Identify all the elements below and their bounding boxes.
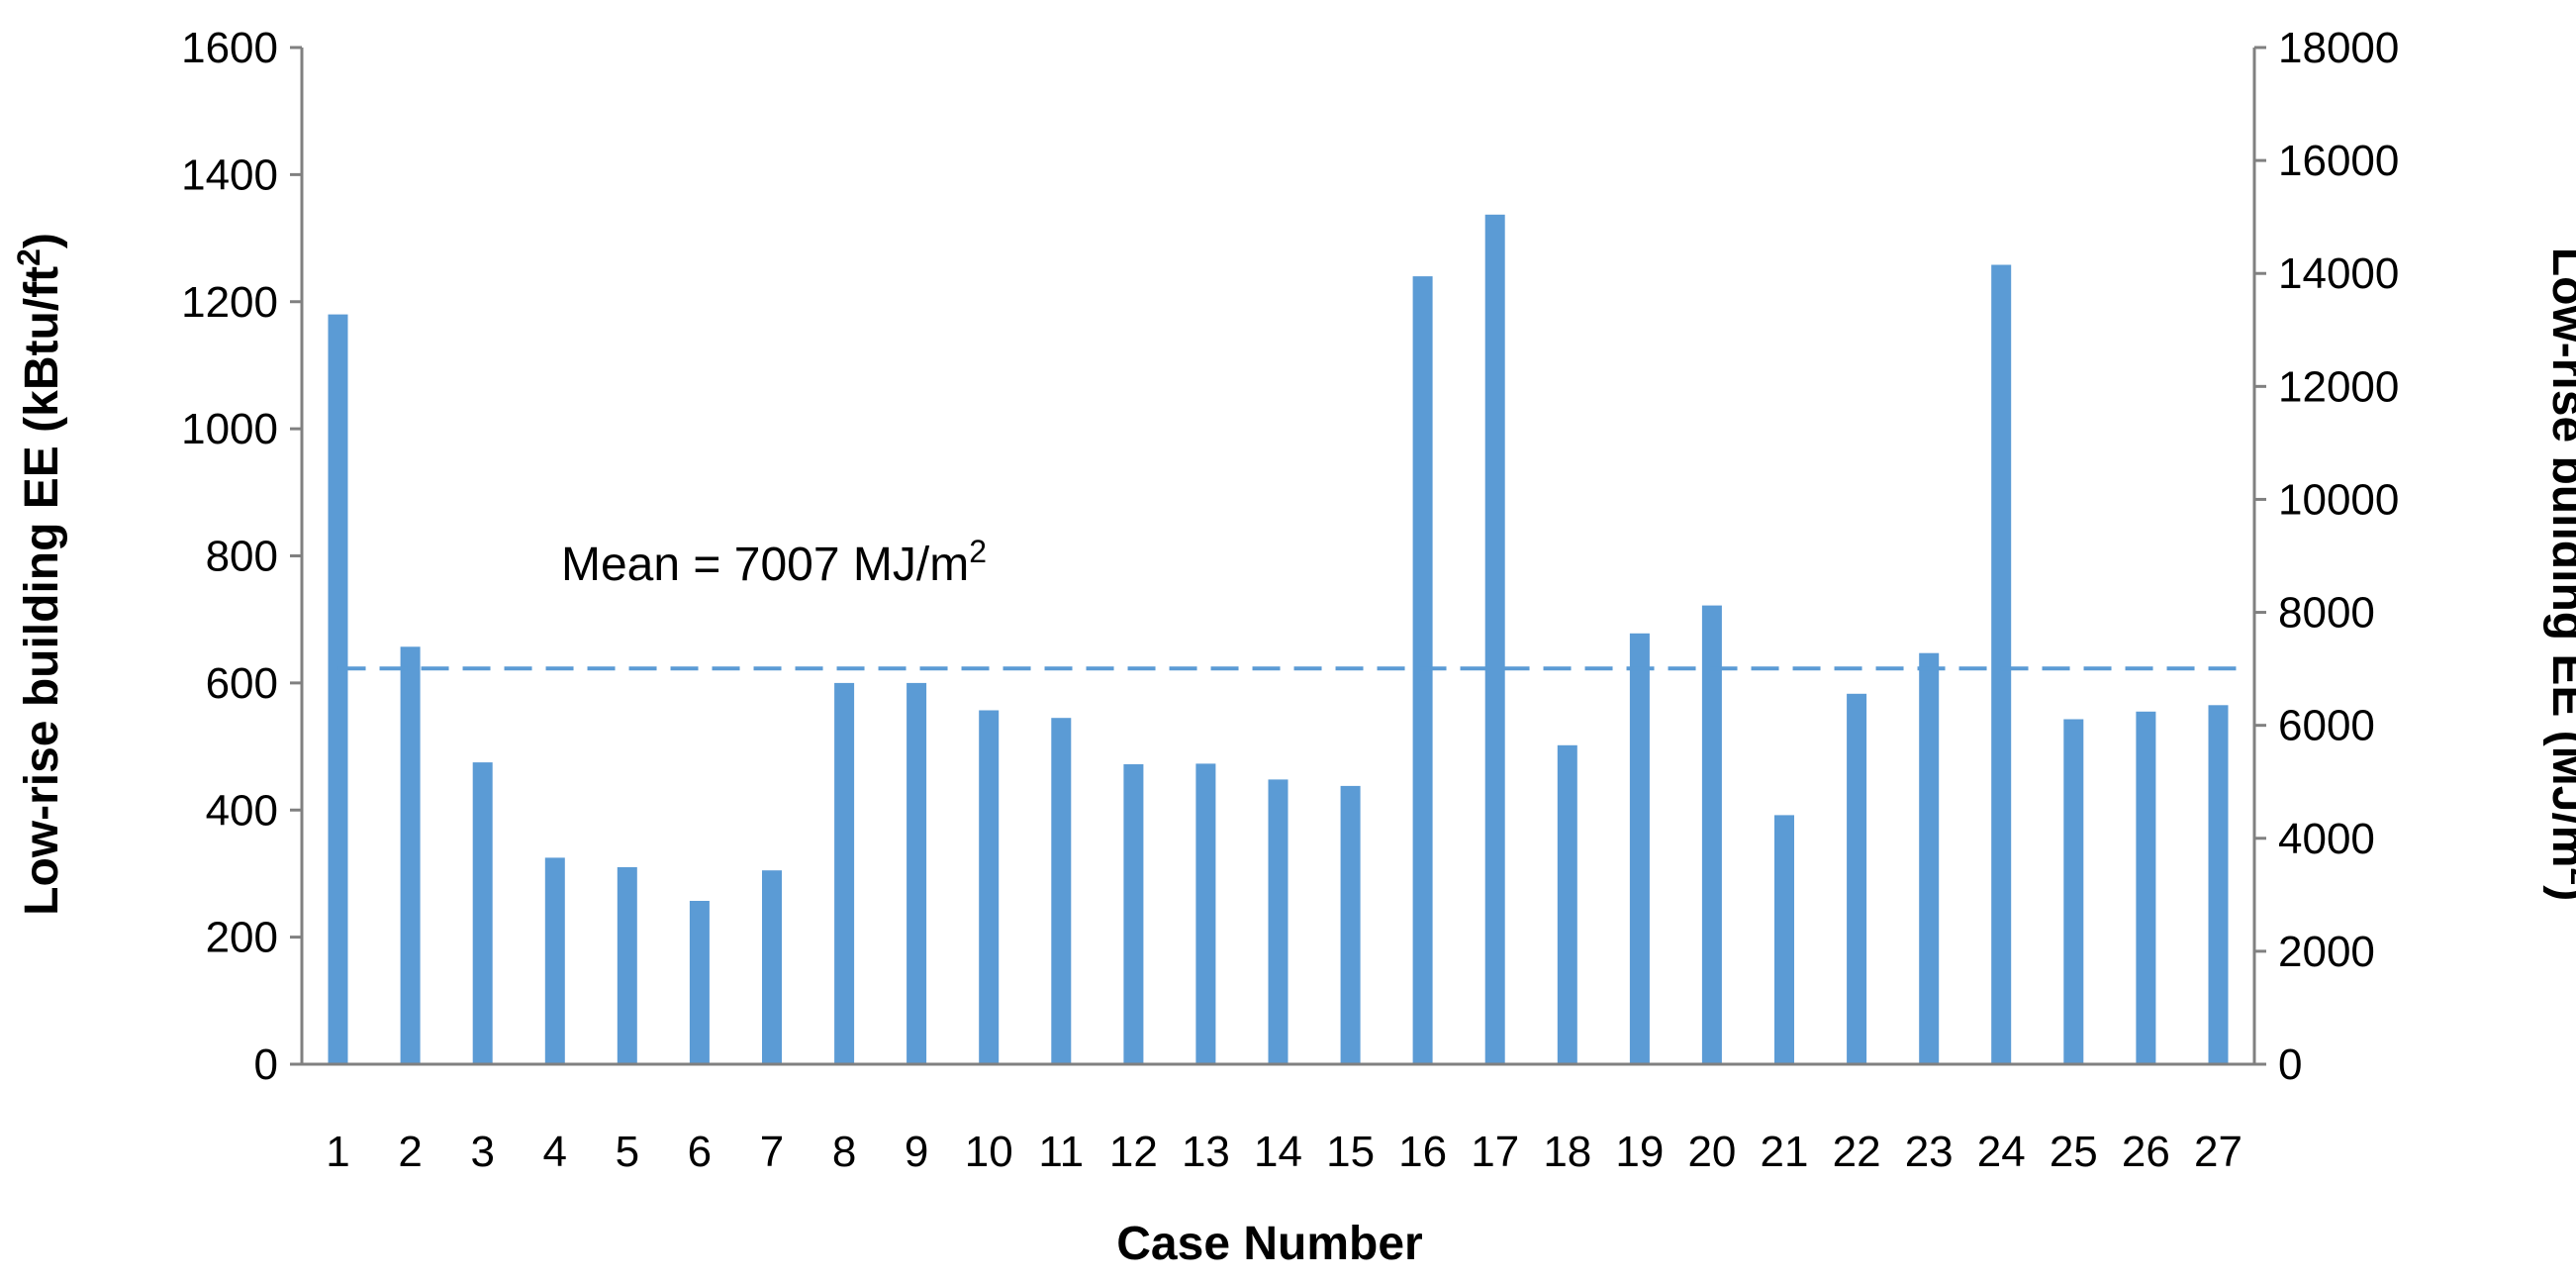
x-tick-label: 8 (832, 1128, 856, 1176)
right-tick-label: 14000 (2278, 249, 2399, 298)
x-tick-label: 22 (1833, 1128, 1881, 1176)
bar-case-25 (2063, 719, 2084, 1064)
x-tick-label: 2 (398, 1128, 422, 1176)
right-tick-label: 2000 (2278, 928, 2375, 976)
bar-case-21 (1774, 815, 1794, 1064)
bar-case-2 (400, 646, 421, 1064)
bar-case-23 (1919, 652, 1940, 1064)
right-tick-label: 8000 (2278, 589, 2375, 638)
bar-case-3 (472, 762, 493, 1064)
x-tick-label: 12 (1109, 1128, 1158, 1176)
bar-case-11 (1051, 718, 1072, 1064)
bar-case-5 (617, 867, 637, 1064)
bar-case-17 (1484, 214, 1505, 1065)
x-tick-label: 26 (2122, 1128, 2170, 1176)
bar-case-26 (2136, 711, 2156, 1064)
x-tick-label: 24 (1977, 1128, 2026, 1176)
right-tick-label: 6000 (2278, 702, 2375, 750)
x-tick-label: 23 (1905, 1128, 1954, 1176)
right-y-axis-title: Low-rise building EE (MJ/m2) (2542, 247, 2576, 901)
x-tick-label: 5 (616, 1128, 639, 1176)
bar-case-27 (2208, 705, 2229, 1064)
x-tick-label: 19 (1615, 1128, 1664, 1176)
right-tick-label: 4000 (2278, 815, 2375, 863)
bar-case-24 (1991, 264, 2012, 1064)
x-tick-label: 10 (965, 1128, 1013, 1176)
right-tick-label: 16000 (2278, 137, 2399, 185)
left-tick-label: 400 (206, 786, 278, 835)
bar-case-8 (834, 682, 855, 1064)
bar-case-1 (328, 314, 348, 1065)
x-axis-title: Case Number (1116, 1218, 1422, 1270)
left-tick-label: 1000 (181, 405, 278, 453)
x-tick-label: 13 (1182, 1128, 1230, 1176)
x-tick-label: 6 (688, 1128, 712, 1176)
left-tick-label: 1600 (181, 24, 278, 72)
left-tick-label: 200 (206, 914, 278, 962)
bar-case-18 (1557, 744, 1577, 1064)
left-y-axis: 0 200 400 600 800 1000 1200 1400 1600 (181, 24, 304, 1089)
x-tick-label: 4 (543, 1128, 567, 1176)
bar-case-12 (1123, 764, 1144, 1064)
bar-case-4 (544, 857, 565, 1064)
left-tick-label: 800 (206, 533, 278, 581)
left-tick-label: 600 (206, 659, 278, 708)
right-tick-label: 12000 (2278, 362, 2399, 411)
bar-case-14 (1268, 779, 1288, 1064)
left-tick-label: 0 (254, 1040, 278, 1089)
bar-case-19 (1629, 633, 1650, 1064)
x-tick-label: 11 (1038, 1128, 1084, 1176)
x-tick-label: 14 (1254, 1128, 1302, 1176)
right-tick-label: 18000 (2278, 24, 2399, 72)
bar-case-13 (1195, 763, 1216, 1064)
bar-case-7 (762, 870, 782, 1064)
x-tick-label: 1 (326, 1128, 349, 1176)
bar-case-6 (689, 901, 710, 1064)
x-tick-label: 3 (470, 1128, 494, 1176)
bar-case-10 (979, 710, 1000, 1064)
x-tick-label: 18 (1543, 1128, 1591, 1176)
x-tick-label: 7 (760, 1128, 784, 1176)
x-tick-label: 17 (1471, 1128, 1519, 1176)
right-y-axis: 0 2000 4000 6000 8000 10000 12000 14000 16000 180… (2252, 24, 2399, 1089)
bar-case-15 (1340, 785, 1361, 1064)
right-tick-label: 10000 (2278, 475, 2399, 524)
left-tick-label: 1400 (181, 150, 278, 199)
bar-case-22 (1847, 693, 1867, 1064)
x-tick-label: 21 (1761, 1128, 1809, 1176)
x-tick-label: 25 (2050, 1128, 2098, 1176)
right-tick-label: 0 (2278, 1040, 2302, 1089)
x-tick-label: 15 (1326, 1128, 1375, 1176)
x-tick-label: 9 (905, 1128, 928, 1176)
left-y-axis-title: Low-rise building EE (kBtu/ft2) (11, 233, 68, 916)
x-axis: 1 2 3 4 5 6 7 8 9 10 11 12 13 14 15 16 17 18 19 20 21 22 23 24 2… (302, 1062, 2254, 1176)
x-tick-label: 16 (1398, 1128, 1447, 1176)
bar-case-9 (906, 682, 927, 1064)
x-tick-label: 20 (1687, 1128, 1736, 1176)
x-tick-label: 27 (2194, 1128, 2242, 1176)
bars (328, 214, 2229, 1065)
bar-case-20 (1701, 605, 1722, 1064)
left-tick-label: 1200 (181, 278, 278, 327)
mean-annotation: Mean = 7007 MJ/m2 (561, 534, 987, 591)
